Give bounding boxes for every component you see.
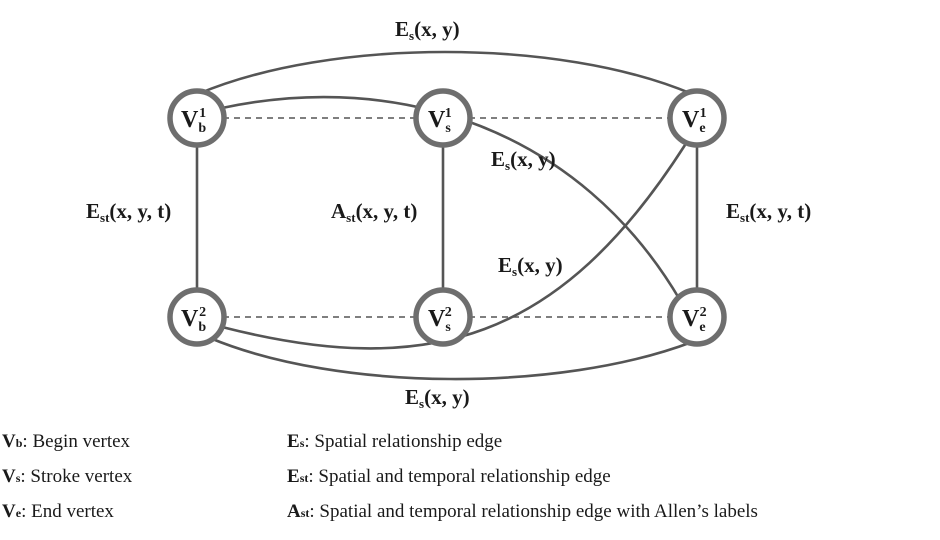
legend-es: Es: Spatial relationship edge xyxy=(287,431,503,452)
node-ve1-label: Ve1 xyxy=(682,106,707,136)
node-vb2-circle xyxy=(167,287,227,347)
edge-label-est-left: Est(x, y, t) xyxy=(86,199,171,225)
node-vs2-circle xyxy=(413,287,473,347)
node-ve1-circle xyxy=(667,88,727,148)
node-ve2-label: Ve2 xyxy=(682,305,707,335)
legend-vb: Vb: Begin vertex xyxy=(2,431,131,452)
edge-label-es-top: Es(x, y) xyxy=(395,17,460,43)
node-vb1-circle xyxy=(167,88,227,148)
node-vb1-label: Vb1 xyxy=(181,106,206,136)
edge-label-es-cross2: Es(x, y) xyxy=(498,253,563,279)
edge-es-top xyxy=(197,50,693,96)
node-vb2: Vb2 xyxy=(167,287,227,347)
node-ve2: Ve2 xyxy=(667,287,727,347)
node-vs2: Vs2 xyxy=(413,287,473,347)
legend-ve: Ve: End vertex xyxy=(2,501,114,522)
node-ve2-circle xyxy=(667,287,727,347)
edge-es-bottom xyxy=(209,336,693,381)
node-vs1: Vs1 xyxy=(413,88,473,148)
edge-label-es-bottom: Es(x, y) xyxy=(405,385,470,411)
node-ve1: Ve1 xyxy=(667,88,727,148)
edge-es-vb1-ve2 xyxy=(221,95,682,301)
legend-est: Est: Spatial and temporal relationship e… xyxy=(287,466,611,487)
edge-label-ast-mid: Ast(x, y, t) xyxy=(331,199,417,225)
node-vb1: Vb1 xyxy=(167,88,227,148)
edge-label-est-right: Est(x, y, t) xyxy=(726,199,811,225)
node-vb2-label: Vb2 xyxy=(181,305,206,335)
edge-es-vb2-ve1 xyxy=(221,144,687,350)
node-vs1-circle xyxy=(413,88,473,148)
edge-label-es-cross1: Es(x, y) xyxy=(491,147,556,173)
node-vs2-label: Vs2 xyxy=(428,305,452,335)
legend-vs: Vs: Stroke vertex xyxy=(2,466,133,487)
node-vs1-label: Vs1 xyxy=(428,106,452,136)
legend-ast: Ast: Spatial and temporal relationship e… xyxy=(287,501,758,522)
